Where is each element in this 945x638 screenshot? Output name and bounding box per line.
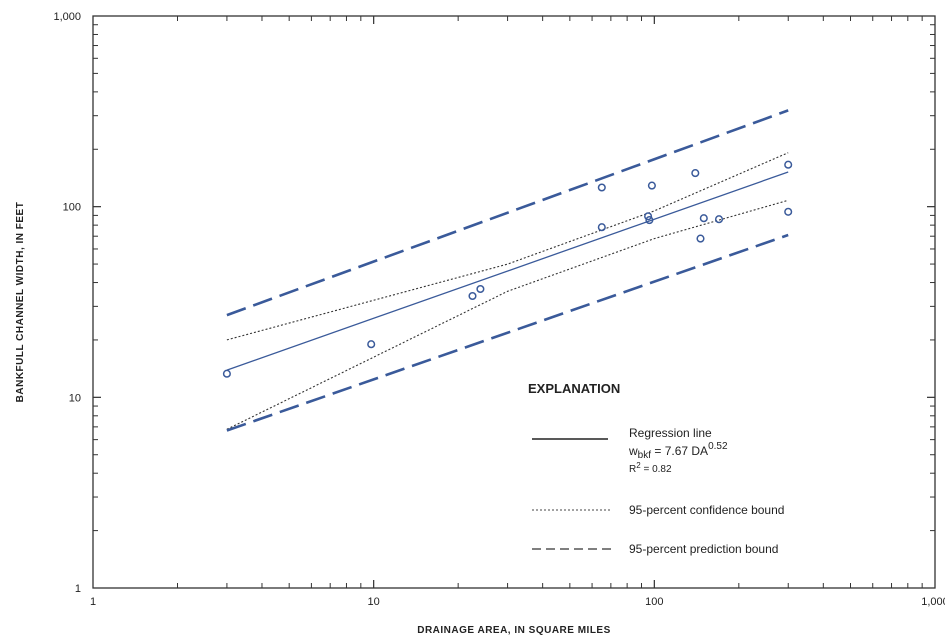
equation-exponent: 0.52 [708,441,728,452]
data-point [647,181,656,190]
x-tick-label: 10 [368,596,380,608]
data-point [691,169,700,178]
y-tick-label: 1 [75,583,81,595]
data-point [784,160,793,169]
confidence-bound-upper [226,152,789,341]
legend-equation: wbkf = 7.67 DA0.52 [628,441,728,461]
legend: EXPLANATION Regression line wbkf = 7.67 … [528,381,784,556]
x-tick-label: 1,000 [921,596,945,608]
r2-value: = 0.82 [641,464,672,475]
legend-confidence-label: 95-percent confidence bound [629,503,784,517]
data-points [222,160,793,378]
y-tick-label: 100 [63,202,81,214]
r2-exponent: 2 [636,461,641,470]
data-point [784,207,793,216]
data-point [367,340,376,349]
legend-regression-label: Regression line [629,426,712,440]
equation-mid: = 7.67 DA [651,444,708,458]
data-point [476,284,485,294]
data-point [597,223,606,232]
data-point [644,212,653,221]
data-point [714,215,724,224]
equation-prefix: w [628,444,638,458]
x-tick-label: 100 [645,596,663,608]
legend-r2: R2 = 0.82 [629,461,672,475]
tick-labels: 1 10 100 1,000 1 10 100 1,000 [53,11,945,608]
data-point [696,234,705,243]
prediction-bound-upper [226,109,789,317]
y-axis-title: BANKFULL CHANNEL WIDTH, IN FEET [15,202,26,403]
data-point [222,369,231,378]
equation-subscript: bkf [638,450,652,461]
x-tick-label: 1 [90,596,96,608]
data-point [645,216,654,225]
confidence-bound-lower [226,199,789,430]
y-tick-label: 1,000 [53,11,81,23]
regression-line [226,171,789,371]
prediction-bound-lower [226,233,789,432]
axis-ticks [92,15,936,589]
r2-prefix: R [629,464,636,475]
y-tick-label: 10 [69,392,81,404]
legend-prediction-label: 95-percent prediction bound [629,542,778,556]
x-axis-title: DRAINAGE AREA, IN SQUARE MILES [417,625,611,636]
data-point [699,214,708,223]
data-point [597,183,606,192]
plot-frame [92,15,936,589]
legend-title: EXPLANATION [528,381,620,396]
data-point [468,291,477,301]
series-lines [226,109,789,432]
